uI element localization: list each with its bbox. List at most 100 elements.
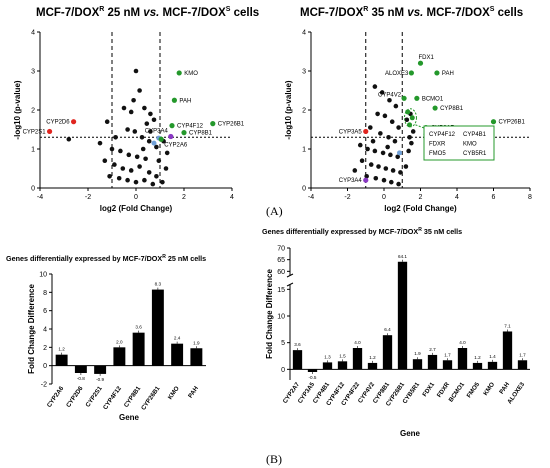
b2-bar-value-label: 7.1: [504, 323, 511, 328]
v2-data-point: [358, 143, 363, 148]
v2-x-tick-label: 8: [528, 194, 532, 201]
b1-bar-value-label: 8.3: [155, 282, 162, 287]
v2-data-point: [406, 149, 411, 154]
v1-data-point: [133, 129, 138, 134]
v2-highlight-point: [409, 70, 414, 75]
b2-bar: [398, 262, 407, 370]
v2-data-point: [386, 135, 391, 140]
b2-bar: [368, 363, 377, 369]
v2-highlight-point: [401, 96, 406, 101]
v2-box-gene-label: CYP4B1: [463, 132, 487, 138]
v2-highlight-point: [491, 119, 496, 124]
v2-data-point: [389, 180, 394, 185]
v1-highlight-point: [177, 70, 182, 75]
bar-35nm-title: Genes differentially expressed by MCF-7/…: [262, 227, 462, 236]
v1-point-label: CYP2D6: [46, 120, 70, 126]
b2-bar: [428, 355, 437, 369]
b2-bar-value-label: 4.0: [459, 340, 466, 345]
v2-point-label: CYP8B1: [440, 106, 464, 112]
v1-point-label: CYP26B1: [218, 122, 245, 128]
b1-y-tick-label: 10: [39, 272, 47, 279]
v2-data-point: [390, 119, 395, 124]
v2-x-tick-label: -4: [308, 194, 314, 201]
b2-bar: [308, 369, 317, 372]
v2-data-point: [373, 176, 378, 181]
v1-data-point: [147, 170, 152, 175]
b2-category-label: PAH: [498, 381, 511, 396]
v2-y-tick-label: 2: [302, 108, 306, 115]
b1-y-tick-label: -2: [41, 382, 47, 389]
v1-data-point: [148, 112, 153, 117]
b2-bar: [338, 361, 347, 369]
b1-bar: [75, 366, 87, 373]
b1-bar-value-label: 3.6: [135, 325, 142, 330]
v1-data-point: [125, 178, 130, 183]
b2-bar-value-label: 1.5: [339, 353, 346, 358]
b1-bar: [152, 290, 164, 366]
v1-point-label: CYP2A6: [164, 142, 188, 148]
b2-bar-value-label: 6.4: [384, 327, 391, 332]
b1-x-axis-label: Gene: [119, 413, 140, 422]
b2-bar: [353, 348, 362, 369]
b1-bar: [94, 366, 106, 374]
b2-bar-value-label: 1.3: [324, 354, 331, 359]
v2-data-point: [393, 139, 398, 144]
v1-y-tick-label: 0: [31, 186, 35, 193]
b2-bar-value-label: 1.9: [414, 351, 421, 356]
v1-data-point: [147, 139, 152, 144]
b1-category-label: CYP4F12: [102, 385, 123, 411]
b1-bar: [190, 348, 202, 365]
v2-data-point: [368, 125, 373, 130]
b1-y-tick-label: 8: [43, 290, 47, 297]
v1-point-label: CYP4F12: [177, 124, 204, 130]
v1-highlight-point: [172, 98, 177, 103]
b2-bar-value-label: 1.2: [474, 355, 481, 360]
v2-point-label: FDX1: [419, 55, 435, 61]
v2-data-point: [360, 158, 365, 163]
b1-y-tick-label: 0: [43, 363, 47, 370]
v2-data-point: [376, 164, 381, 169]
v1-y-tick-label: 2: [31, 108, 35, 115]
b1-category-label: CYP26B1: [140, 385, 162, 412]
v1-x-tick-label: 4: [230, 194, 234, 201]
b2-category-label: BCMO1: [448, 381, 467, 404]
v1-data-point-blue: [152, 141, 157, 146]
v2-x-tick-label: -2: [344, 194, 350, 201]
v1-point-label: CYP8B1: [189, 131, 213, 137]
b1-bar-value-label: 1.2: [58, 347, 65, 352]
b2-category-label: FMO5: [466, 381, 482, 400]
v1-x-tick-label: -4: [37, 194, 43, 201]
v2-box-gene-label: CYB5R1: [463, 151, 487, 157]
v1-x-tick-label: 0: [134, 194, 138, 201]
v2-data-point: [409, 141, 414, 146]
v1-y-axis-label: -log10 (p-value): [13, 80, 22, 139]
v2-y-tick-label: 4: [302, 30, 306, 37]
b2-bar-value-label: 64.1: [398, 254, 407, 259]
v1-data-point: [110, 147, 115, 152]
b2-bar: [383, 335, 392, 369]
v2-highlight-point: [363, 178, 368, 183]
b1-y-axis-label: Fold Change Difference: [27, 284, 36, 374]
v1-data-point: [131, 98, 136, 103]
v2-data-point: [375, 112, 380, 117]
v2-x-axis-label: log2 (Fold Change): [384, 204, 457, 213]
b2-bar: [518, 360, 527, 369]
b2-category-label: KMO: [482, 381, 496, 397]
v2-point-label: CYP4V2: [378, 92, 402, 98]
v1-data-point: [105, 119, 110, 124]
v2-point-label: CYP3A4: [339, 178, 363, 184]
v1-data-point: [122, 106, 127, 111]
b2-y-tick-label: 15: [277, 287, 285, 294]
b1-bar-value-label: 2.0: [116, 339, 123, 344]
v1-highlight-point: [47, 129, 52, 134]
v1-highlight-point: [181, 130, 186, 135]
v1-highlight-point: [71, 119, 76, 124]
v2-box-gene-label: FMO5: [429, 151, 446, 157]
b2-bar: [293, 350, 302, 369]
v2-y-tick-label: 3: [302, 69, 306, 76]
v1-data-point: [137, 88, 142, 93]
v1-data-point: [165, 151, 170, 156]
b1-y-tick-label: 6: [43, 308, 47, 315]
v2-data-point: [405, 117, 410, 122]
v2-x-tick-label: 4: [455, 194, 459, 201]
